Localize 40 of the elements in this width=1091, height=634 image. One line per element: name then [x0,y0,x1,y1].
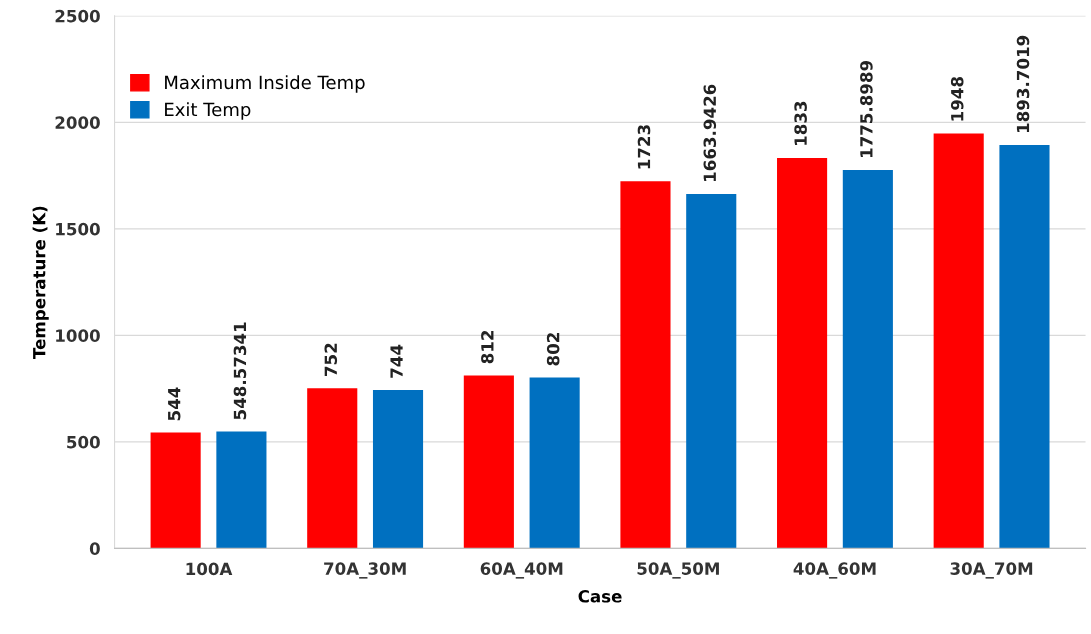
bar [933,133,984,549]
bar [777,157,828,549]
data-label: 548.57341 [233,322,247,420]
bar [620,181,671,549]
data-label: 802 [546,333,560,366]
y-tick-label: 0 [89,542,100,555]
bar [999,145,1050,549]
y-axis-title: Temperature (K) [32,206,49,359]
bar [686,193,737,549]
y-tick-label: 1500 [56,222,100,236]
data-label: 1948 [950,76,964,121]
x-tick-label: 100A [186,562,233,576]
y-tick-label: 2500 [55,9,100,23]
data-label: 1663.9426 [703,84,717,181]
bar [307,388,358,549]
x-tick-label: 50A_50M [637,562,719,579]
x-tick-label: 30A_70M [950,562,1033,579]
legend-label: Exit Temp [165,102,251,120]
data-label: 1833 [794,101,807,145]
y-tick-label: 2000 [55,116,100,129]
bar [216,431,267,549]
y-tick-label: 500 [67,435,100,449]
data-label: 1723 [637,125,651,169]
y-tick-label: 1000 [56,329,100,342]
data-label: 1893.7019 [1016,35,1030,133]
bar [372,389,424,549]
x-tick-label: 70A_30M [324,562,406,579]
legend-label: Maximum Inside Temp [165,75,365,93]
bar [529,377,580,549]
data-label: 744 [390,344,403,378]
bar [842,170,893,549]
data-label: 752 [324,343,338,376]
data-label: 544 [168,387,181,421]
data-label: 812 [481,330,494,364]
x-tick-label: 40A_60M [793,562,876,579]
data-label: 1775.8989 [860,60,873,158]
bar [150,432,201,549]
x-tick-label: 60A_40M [480,562,563,579]
bar [463,375,514,549]
x-axis-title: Case [578,590,622,603]
